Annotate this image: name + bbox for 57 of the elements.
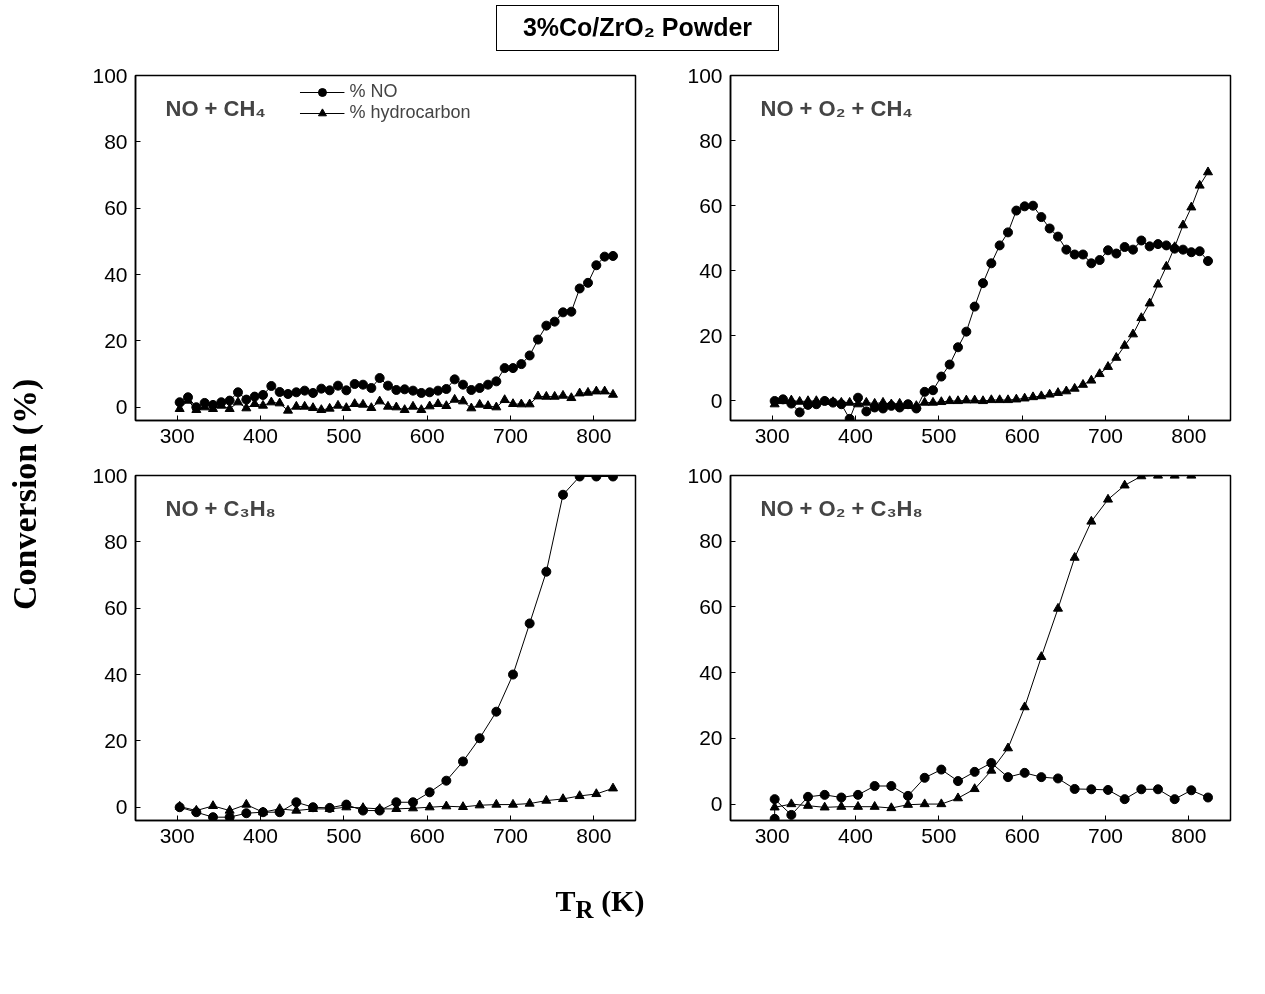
x-tick-label: 300 <box>754 823 790 847</box>
y-tick-label: 60 <box>104 596 128 620</box>
x-tick-label: 600 <box>409 423 445 447</box>
y-tick-label: 40 <box>699 258 723 282</box>
x-tick-label: 300 <box>159 823 195 847</box>
y-tick-label: 80 <box>699 529 723 553</box>
y-tick-label: 0 <box>115 395 128 419</box>
x-tick-label: 400 <box>242 423 279 447</box>
x-tick-label: 500 <box>921 423 957 447</box>
text: NO + O₂ + CH₄ <box>760 95 913 121</box>
y-tick-label: 80 <box>104 129 128 153</box>
y-tick-label: 60 <box>699 594 723 618</box>
x-tick-label: 800 <box>576 823 612 847</box>
y-tick-label: 0 <box>710 792 723 816</box>
x-tick-label: 400 <box>837 823 874 847</box>
y-axis-title: Conversion (%) <box>4 377 44 612</box>
x-tick-label: 700 <box>1087 423 1124 447</box>
x-tick-label: 800 <box>1171 423 1207 447</box>
x-tick-label: 800 <box>576 423 612 447</box>
y-tick-label: 80 <box>699 128 723 152</box>
x-tick-label: 700 <box>492 823 529 847</box>
y-tick-label: 40 <box>699 660 723 684</box>
x-tick-label: 300 <box>754 423 790 447</box>
y-tick-label: 20 <box>699 323 723 347</box>
x-tick-label: 300 <box>159 423 195 447</box>
y-tick-label: 80 <box>104 529 128 553</box>
y-tick-label: 40 <box>104 262 128 286</box>
legend-label: % hydrocarbon <box>349 102 471 123</box>
text: NO + C₃H₈ <box>165 495 276 521</box>
y-tick-label: 60 <box>699 193 723 217</box>
y-tick-label: 100 <box>92 463 128 487</box>
y-tick-label: 20 <box>104 328 128 352</box>
x-tick-label: 700 <box>1087 823 1124 847</box>
text: 3%Co/ZrO₂ Powder <box>495 5 780 51</box>
y-tick-label: 100 <box>687 63 723 87</box>
x-tick-label: 700 <box>492 423 529 447</box>
y-tick-label: 40 <box>104 662 128 686</box>
y-tick-label: 100 <box>687 463 723 487</box>
x-tick-label: 400 <box>837 423 874 447</box>
x-tick-label: 500 <box>326 423 362 447</box>
x-tick-label: 600 <box>1004 823 1040 847</box>
y-tick-label: 60 <box>104 196 128 220</box>
x-tick-label: 600 <box>1004 423 1040 447</box>
text: NO + CH₄ <box>165 95 266 121</box>
x-tick-label: 400 <box>242 823 279 847</box>
y-tick-label: 20 <box>104 728 128 752</box>
x-tick-label: 800 <box>1171 823 1207 847</box>
x-tick-label: 500 <box>326 823 362 847</box>
x-tick-label: 500 <box>921 823 957 847</box>
y-tick-label: 100 <box>92 63 128 87</box>
y-tick-label: 0 <box>115 795 128 819</box>
text: NO + O₂ + C₃H₈ <box>760 495 923 521</box>
x-axis-title: T$_{R}$ (K) <box>554 883 646 925</box>
x-tick-label: 600 <box>409 823 445 847</box>
legend-label: % NO <box>349 81 398 102</box>
y-tick-label: 0 <box>710 388 723 412</box>
y-tick-label: 20 <box>699 726 723 750</box>
